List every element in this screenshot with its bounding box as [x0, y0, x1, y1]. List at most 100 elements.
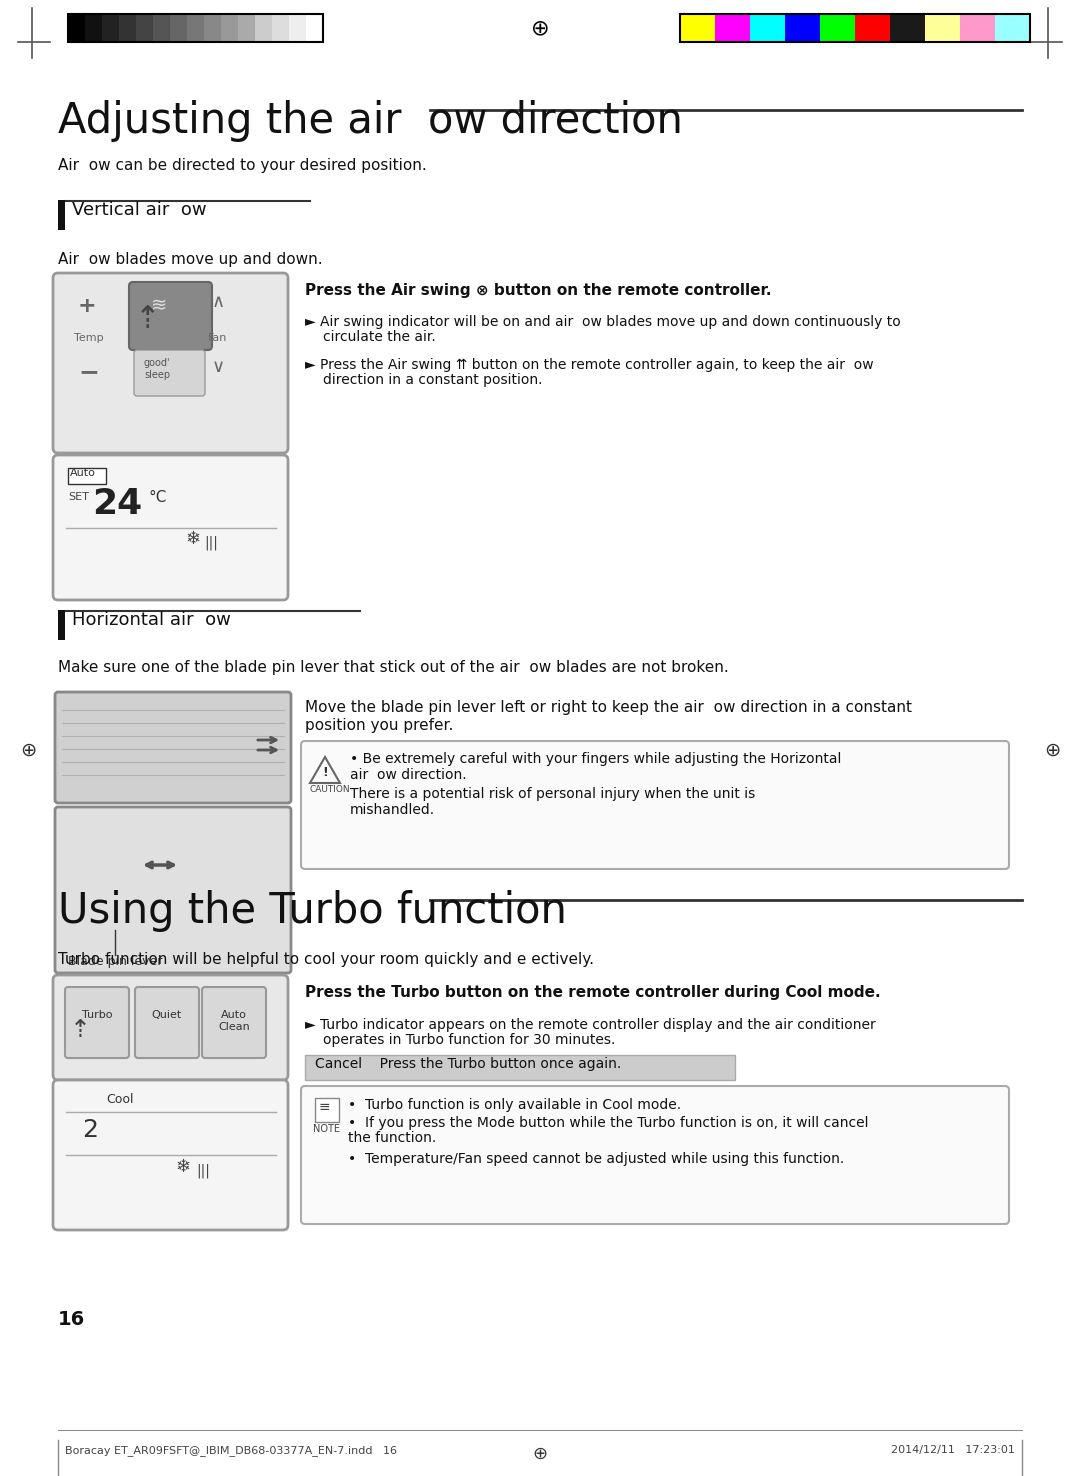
FancyBboxPatch shape [53, 1080, 288, 1230]
Bar [68, 13, 323, 41]
Bar [153, 13, 170, 41]
Text: the function.: the function. [348, 1131, 436, 1145]
Text: ⊕: ⊕ [532, 1445, 548, 1463]
FancyBboxPatch shape [129, 282, 212, 350]
Bar [119, 13, 136, 41]
Text: • Be extremely careful with your fingers while adjusting the Horizontal: • Be extremely careful with your fingers… [350, 751, 841, 766]
Text: NOTE: NOTE [313, 1125, 340, 1134]
Text: •  Turbo function is only available in Cool mode.: • Turbo function is only available in Co… [348, 1098, 681, 1111]
Text: +: + [78, 297, 96, 316]
Bar [890, 13, 924, 41]
Text: •  Temperature/Fan speed cannot be adjusted while using this function.: • Temperature/Fan speed cannot be adjust… [348, 1151, 845, 1166]
FancyBboxPatch shape [55, 807, 291, 973]
Bar [170, 13, 187, 41]
Bar [136, 13, 153, 41]
Text: Turbo: Turbo [82, 1010, 112, 1020]
Text: good': good' [144, 359, 171, 368]
Text: Auto
Clean: Auto Clean [218, 1010, 249, 1032]
Bar [58, 201, 65, 230]
FancyBboxPatch shape [65, 987, 129, 1058]
Text: |||: ||| [195, 1163, 210, 1178]
Text: ► Air swing indicator will be on and air  ow blades move up and down continuousl: ► Air swing indicator will be on and air… [305, 314, 901, 329]
Bar [785, 13, 820, 41]
FancyBboxPatch shape [53, 976, 288, 1080]
Text: Fan: Fan [208, 334, 228, 342]
Text: ► Turbo indicator appears on the remote controller display and the air condition: ► Turbo indicator appears on the remote … [305, 1018, 876, 1032]
Text: ► Press the Air swing ⇈ button on the remote controller again, to keep the air  : ► Press the Air swing ⇈ button on the re… [305, 359, 874, 372]
Bar [680, 13, 1030, 41]
Text: °C: °C [148, 490, 166, 505]
Bar [238, 13, 255, 41]
Text: 2: 2 [82, 1117, 98, 1142]
Text: direction in a constant position.: direction in a constant position. [323, 373, 542, 387]
Bar [750, 13, 785, 41]
Text: Blade pin lever: Blade pin lever [68, 955, 162, 968]
Text: Vertical air  ow: Vertical air ow [72, 201, 206, 218]
Bar [960, 13, 995, 41]
Bar [68, 468, 106, 484]
Text: Make sure one of the blade pin lever that stick out of the air  ow blades are no: Make sure one of the blade pin lever tha… [58, 660, 729, 675]
Text: Auto: Auto [70, 468, 96, 478]
Text: Quiet: Quiet [152, 1010, 183, 1020]
Text: 24: 24 [92, 487, 143, 521]
FancyBboxPatch shape [134, 350, 205, 396]
Bar [289, 13, 306, 41]
Text: operates in Turbo function for 30 minutes.: operates in Turbo function for 30 minute… [323, 1033, 616, 1046]
Text: Adjusting the air  ow direction: Adjusting the air ow direction [58, 100, 683, 142]
Bar [58, 610, 65, 641]
FancyBboxPatch shape [135, 987, 199, 1058]
Bar [305, 1055, 735, 1080]
Text: |||: ||| [204, 534, 218, 549]
Text: −: − [78, 360, 99, 384]
Text: position you prefer.: position you prefer. [305, 717, 454, 734]
Text: Press the Turbo button on the remote controller during Cool mode.: Press the Turbo button on the remote con… [305, 984, 880, 1001]
Text: Move the blade pin lever left or right to keep the air  ow direction in a consta: Move the blade pin lever left or right t… [305, 700, 912, 714]
Bar [255, 13, 272, 41]
Bar [187, 13, 204, 41]
Bar [306, 13, 323, 41]
Bar [924, 13, 960, 41]
Bar [204, 13, 221, 41]
Text: ⇡: ⇡ [135, 306, 161, 335]
Text: ⊕: ⊕ [19, 741, 37, 760]
Text: Temp: Temp [75, 334, 104, 342]
Text: !: ! [322, 766, 328, 779]
Bar [315, 1098, 339, 1122]
Text: ⊕: ⊕ [1043, 741, 1061, 760]
Text: ≋: ≋ [151, 297, 167, 316]
Text: ❄: ❄ [185, 530, 200, 548]
Polygon shape [310, 757, 340, 782]
Text: mishandled.: mishandled. [350, 803, 435, 818]
Text: Boracay ET_AR09FSFT@_IBIM_DB68-03377A_EN-7.indd   16: Boracay ET_AR09FSFT@_IBIM_DB68-03377A_EN… [65, 1445, 397, 1455]
Text: Cool: Cool [106, 1094, 134, 1106]
Text: ❄: ❄ [175, 1159, 190, 1176]
Bar [272, 13, 289, 41]
FancyBboxPatch shape [301, 741, 1009, 869]
Text: 2014/12/11   17:23:01: 2014/12/11 17:23:01 [891, 1445, 1015, 1455]
Bar [855, 13, 890, 41]
Text: 16: 16 [58, 1311, 85, 1328]
Text: sleep: sleep [144, 370, 170, 379]
Bar [221, 13, 238, 41]
Text: air  ow direction.: air ow direction. [350, 768, 467, 782]
Text: Turbo function will be helpful to cool your room quickly and e ectively.: Turbo function will be helpful to cool y… [58, 952, 594, 967]
Text: •  If you press the Mode button while the Turbo function is on, it will cancel: • If you press the Mode button while the… [348, 1116, 868, 1131]
FancyBboxPatch shape [301, 1086, 1009, 1224]
Text: Horizontal air  ow: Horizontal air ow [72, 611, 231, 629]
Text: ∧: ∧ [212, 294, 225, 311]
Text: ≡: ≡ [319, 1100, 330, 1114]
Text: ∨: ∨ [212, 359, 225, 376]
Bar [102, 13, 119, 41]
Text: ⊕: ⊕ [530, 18, 550, 38]
Text: Air  ow can be directed to your desired position.: Air ow can be directed to your desired p… [58, 158, 427, 173]
FancyBboxPatch shape [202, 987, 266, 1058]
Bar [820, 13, 855, 41]
Bar [680, 13, 715, 41]
Text: ⇡: ⇡ [69, 1018, 91, 1042]
Text: Press the Air swing ⊗ button on the remote controller.: Press the Air swing ⊗ button on the remo… [305, 283, 771, 298]
Bar [995, 13, 1030, 41]
Text: CAUTION: CAUTION [310, 785, 351, 794]
Text: Air  ow blades move up and down.: Air ow blades move up and down. [58, 252, 323, 267]
Bar [85, 13, 102, 41]
Bar [715, 13, 750, 41]
